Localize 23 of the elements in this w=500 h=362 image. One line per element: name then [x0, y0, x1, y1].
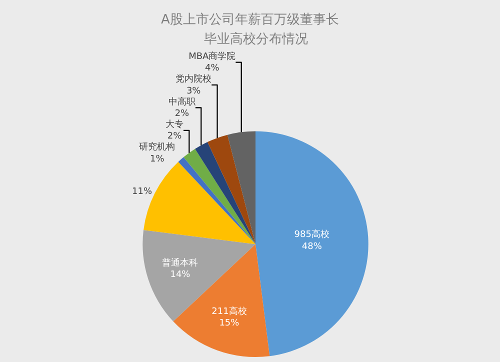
data-label: 3%: [186, 86, 202, 96]
pie-slice: [207, 134, 256, 244]
data-label: 15%: [219, 318, 240, 329]
slice-label: 大专: [165, 119, 184, 130]
pie-slice: [195, 142, 256, 244]
slice-label: MBA商学院: [188, 50, 236, 62]
pie-slice: [256, 131, 368, 356]
slice-label: 211高校: [212, 306, 247, 317]
data-label: 48%: [302, 242, 322, 252]
slice-label: 中高职: [168, 96, 196, 108]
data-label: 4%: [204, 64, 220, 74]
slice-label: 党内院校: [176, 74, 212, 85]
pie-slice: [227, 131, 256, 244]
slice-label: 985高校: [294, 229, 330, 240]
data-label: 2%: [167, 132, 182, 142]
data-label: 14%: [170, 270, 191, 280]
chart-subtitle: 毕业高校分布情况: [204, 31, 308, 47]
chart-title: A股上市公司年薪百万级董事长: [161, 12, 339, 28]
slice-label: 普通本科: [162, 257, 198, 268]
data-label: 11%: [132, 186, 152, 197]
data-label: 1%: [150, 154, 165, 164]
data-label: 2%: [174, 109, 190, 120]
slice-label: 研究机构: [139, 142, 176, 153]
